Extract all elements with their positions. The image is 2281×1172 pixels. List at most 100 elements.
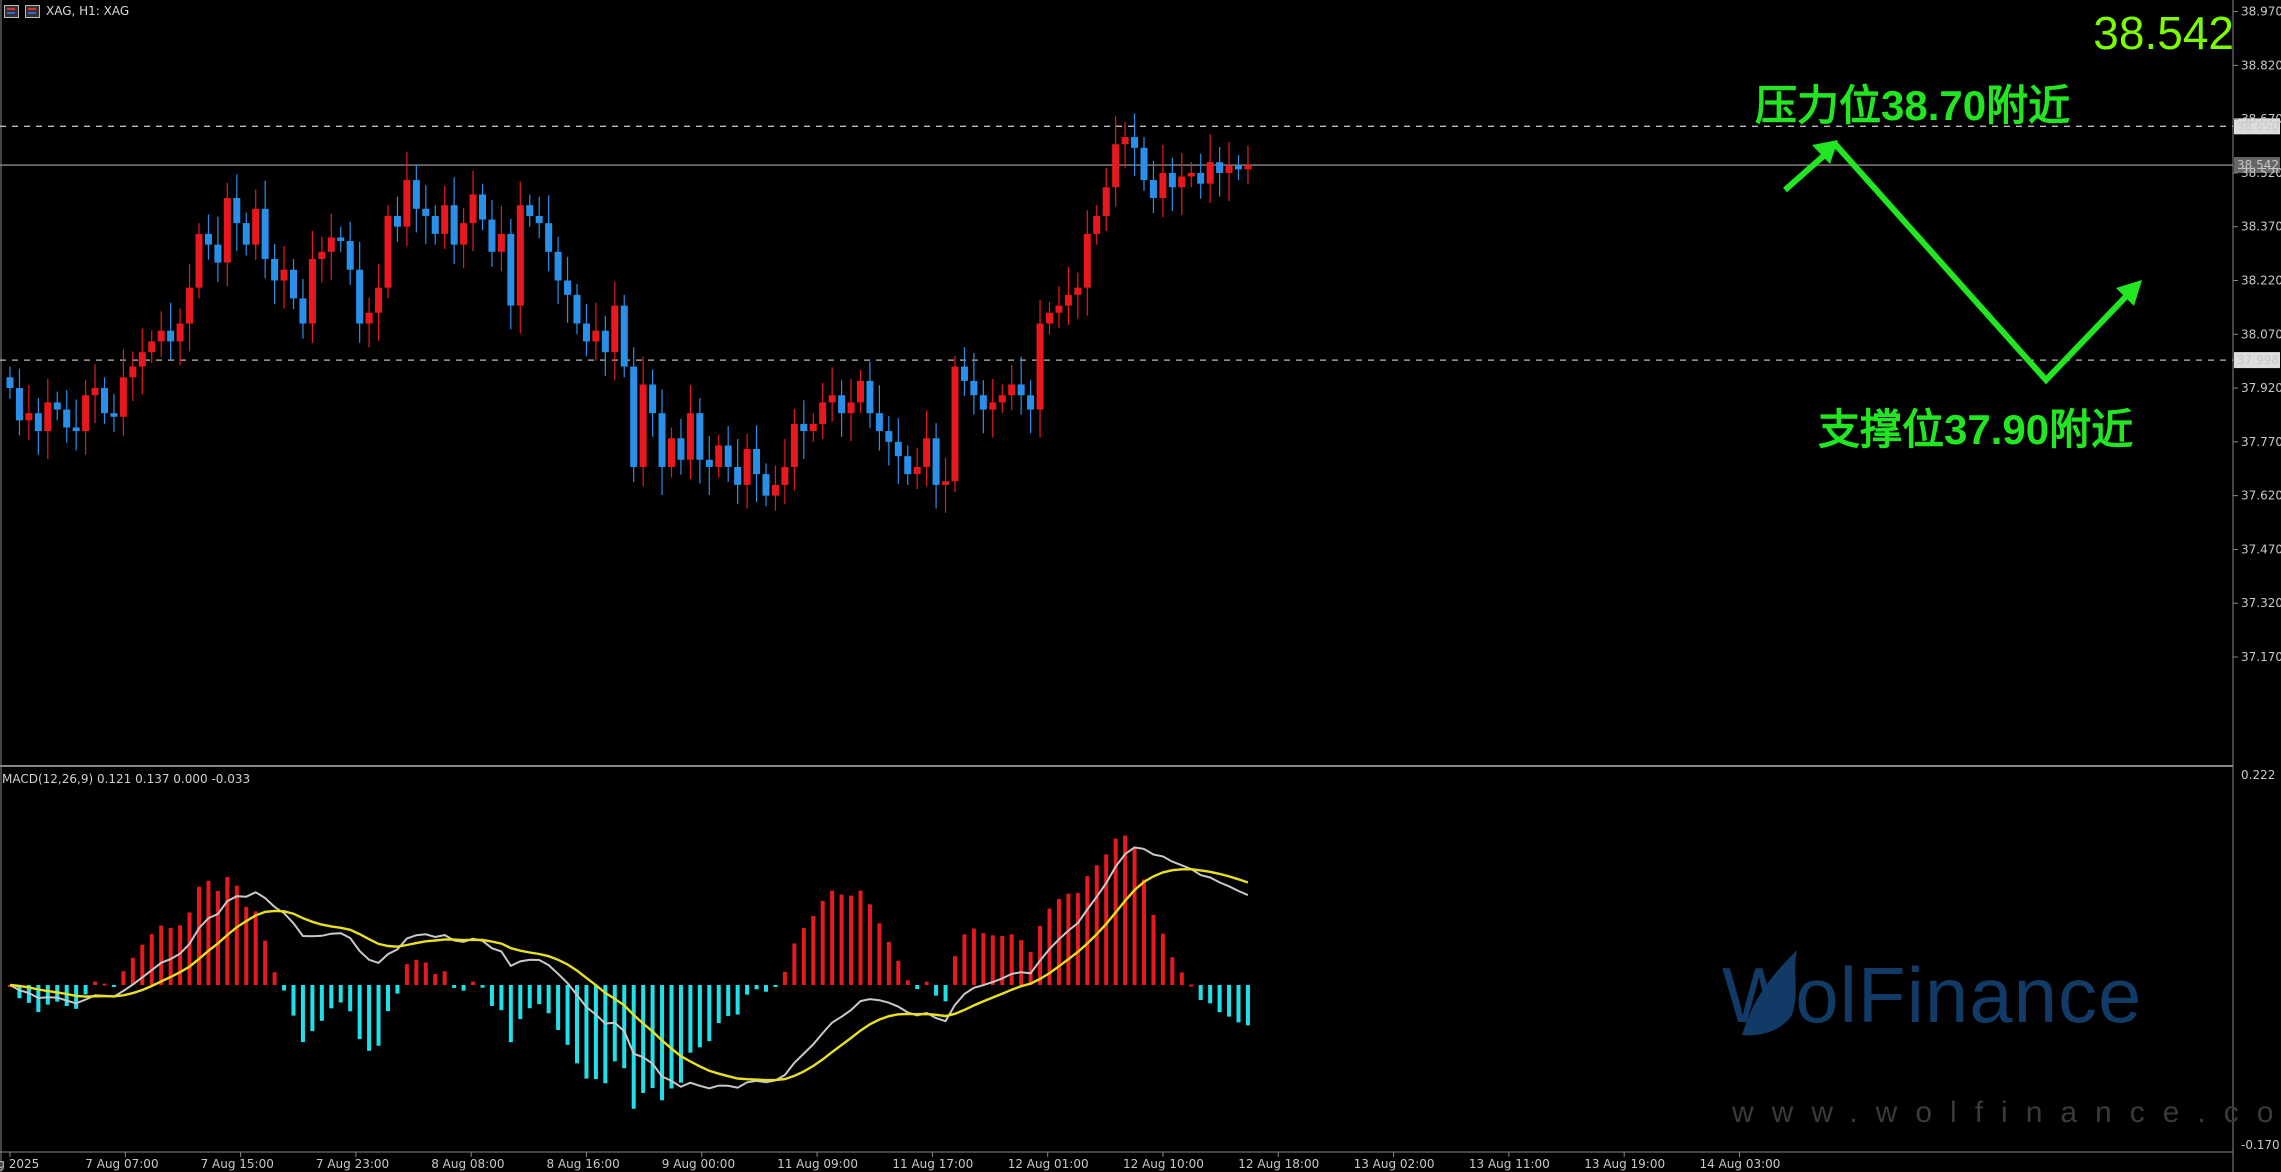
candle-body bbox=[1131, 137, 1139, 148]
candle-body bbox=[327, 237, 335, 252]
candle-body bbox=[1112, 144, 1120, 188]
time-tick-label: 11 Aug 17:00 bbox=[892, 1157, 973, 1171]
macd-histogram-bar bbox=[688, 985, 693, 1053]
resistance_line-tag bbox=[2234, 118, 2280, 135]
candle-body bbox=[715, 445, 723, 467]
candle-body bbox=[157, 330, 165, 342]
signal-line bbox=[9, 867, 1249, 1082]
macd-histogram-bar bbox=[1132, 848, 1137, 985]
candle-body bbox=[554, 251, 562, 281]
macd-histogram-bar bbox=[480, 985, 485, 988]
macd-histogram-bar bbox=[641, 985, 646, 1093]
candle-body bbox=[167, 330, 175, 342]
candle-body bbox=[932, 438, 940, 485]
candle-body bbox=[1187, 172, 1195, 177]
wolf-logo-icon bbox=[1742, 950, 1797, 1036]
candle-body bbox=[1036, 323, 1044, 410]
macd-histogram-bar bbox=[376, 985, 381, 1046]
macd-histogram-bar bbox=[1227, 985, 1232, 1017]
macd-histogram-bar bbox=[716, 985, 721, 1024]
candle-body bbox=[53, 402, 61, 410]
candle-body bbox=[290, 269, 297, 299]
candle-body bbox=[204, 233, 212, 245]
price-tick-label: 38.670 bbox=[2241, 112, 2281, 126]
candle-body bbox=[875, 413, 883, 432]
time-tick-label: 11 Aug 09:00 bbox=[777, 1157, 858, 1171]
macd-histogram-bar bbox=[1094, 865, 1099, 985]
macd-histogram-bar bbox=[1038, 925, 1043, 985]
price-tick-label: 38.970 bbox=[2241, 5, 2281, 19]
candle-body bbox=[1102, 187, 1110, 216]
candle-body bbox=[6, 377, 14, 389]
macd-panel: 0.222 -0.170 bbox=[8, 768, 2280, 1152]
candle-body bbox=[724, 445, 732, 467]
macd-histogram-bar bbox=[546, 985, 551, 1014]
time-tick-label: 13 Aug 02:00 bbox=[1354, 1157, 1435, 1171]
candle-body bbox=[1225, 165, 1233, 173]
macd-histogram-bar bbox=[291, 985, 296, 1016]
candle-body bbox=[252, 208, 260, 245]
chart-menu-icon[interactable] bbox=[4, 4, 19, 18]
candle-body bbox=[989, 402, 997, 410]
macd-histogram-bar bbox=[915, 985, 920, 990]
arrowhead bbox=[2116, 280, 2142, 306]
candle-body bbox=[412, 180, 420, 209]
chart-header: XAG, H1: XAG bbox=[4, 4, 129, 18]
macd-histogram-bar bbox=[404, 964, 409, 985]
candle-body bbox=[299, 298, 307, 324]
candle-body bbox=[904, 456, 912, 475]
price-tick-label: 37.170 bbox=[2241, 650, 2281, 664]
macd-histogram-bar bbox=[1208, 985, 1213, 1004]
macd-histogram-bar bbox=[603, 985, 608, 1084]
candle-body bbox=[214, 244, 222, 263]
candle-body bbox=[186, 287, 194, 324]
candle-body bbox=[1121, 137, 1129, 145]
macd-histogram-bar bbox=[811, 915, 816, 985]
macd-axis-top: 0.222 bbox=[2241, 768, 2275, 782]
candle-body bbox=[1140, 147, 1148, 181]
macd-histogram-bar bbox=[386, 985, 390, 1012]
candle-body bbox=[573, 294, 581, 324]
macd-histogram-bar bbox=[782, 971, 787, 985]
candle-body bbox=[82, 395, 90, 432]
macd-histogram-bar bbox=[943, 985, 948, 1002]
candle-body bbox=[545, 223, 553, 252]
time-tick-label: 8 Aug 08:00 bbox=[431, 1157, 504, 1171]
macd-histogram-bar bbox=[1123, 835, 1128, 985]
macd-histogram-bar bbox=[253, 911, 258, 985]
watermark-brand: WolFinance bbox=[1722, 951, 2143, 1039]
chart-frame bbox=[0, 0, 2234, 1172]
macd-histogram-bar bbox=[707, 985, 712, 1042]
candle-body bbox=[516, 205, 524, 306]
macd-histogram-bar bbox=[877, 923, 882, 985]
price-tick-label: 38.820 bbox=[2241, 58, 2281, 72]
candle-body bbox=[828, 395, 836, 403]
symbol-icon[interactable] bbox=[25, 4, 40, 18]
macd-histogram-bar bbox=[584, 985, 589, 1079]
time-tick-label: 13 Aug 11:00 bbox=[1469, 1157, 1550, 1171]
macd-histogram-bar bbox=[433, 974, 438, 985]
macd-histogram-bar bbox=[754, 985, 759, 990]
candle-body bbox=[138, 352, 146, 367]
macd-histogram-bar bbox=[1179, 972, 1184, 985]
resistance-annotation: 压力位38.70附近 bbox=[1755, 82, 2071, 129]
price-tick-label: 38.370 bbox=[2241, 220, 2281, 234]
macd-histogram-bar bbox=[121, 971, 126, 985]
macd-line bbox=[9, 846, 1249, 1090]
time-tick-label: 12 Aug 01:00 bbox=[1008, 1157, 1089, 1171]
macd-histogram-bar bbox=[953, 956, 957, 985]
macd-histogram-bar bbox=[565, 985, 570, 1045]
candle-body bbox=[337, 237, 345, 242]
candle-body bbox=[1083, 233, 1091, 288]
candle-body bbox=[601, 330, 609, 353]
candle-body bbox=[460, 223, 468, 245]
macd-histogram-bar bbox=[367, 985, 372, 1051]
candle-body bbox=[526, 205, 534, 216]
candle-body bbox=[819, 402, 827, 424]
macd-histogram-bar bbox=[471, 981, 476, 985]
candle-body bbox=[658, 413, 666, 467]
current-price: 38.542 bbox=[2093, 7, 2234, 59]
macd-histogram-bar bbox=[1236, 985, 1241, 1023]
macd-histogram-bar bbox=[990, 935, 995, 985]
